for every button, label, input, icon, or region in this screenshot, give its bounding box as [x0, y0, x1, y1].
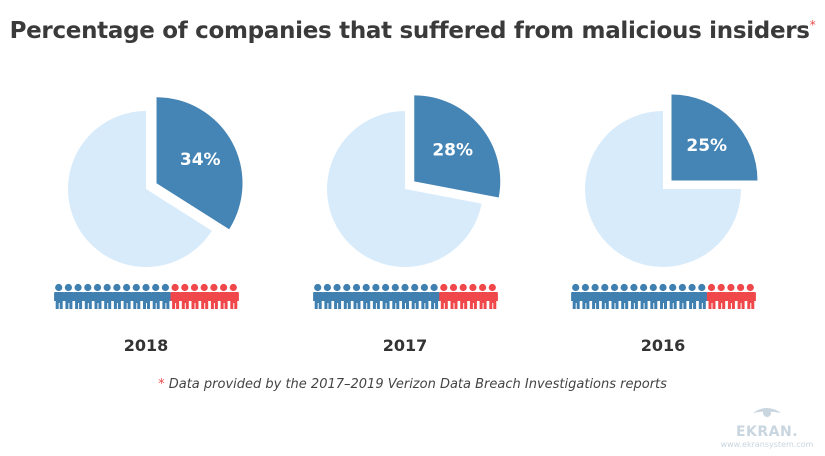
person-icon: [351, 283, 363, 309]
person-icon: [697, 283, 708, 309]
person-icon: [332, 283, 343, 309]
pie-slice-2017: [414, 95, 501, 198]
logo-url: www.ekransystem.com: [720, 440, 814, 449]
person-icon: [706, 283, 718, 309]
person-icon: [687, 283, 698, 309]
person-icon: [209, 283, 220, 309]
person-icon: [112, 283, 123, 309]
person-icon: [381, 283, 392, 309]
person-icon: [448, 283, 460, 309]
person-icon: [639, 283, 650, 309]
person-icon: [439, 283, 450, 309]
person-icon: [458, 283, 469, 309]
person-icon: [419, 283, 430, 309]
person-icon: [63, 283, 74, 309]
person-icon: [54, 283, 65, 309]
person-icon: [619, 283, 630, 309]
pie-slice-2018: [156, 97, 243, 230]
person-icon: [102, 283, 113, 309]
person-icon: [199, 283, 210, 309]
title-text: Percentage of companies that suffered fr…: [9, 18, 810, 44]
person-icon: [478, 283, 489, 309]
pie-rest-slice-2016: [585, 111, 741, 267]
pie-rest-slice-2017: [327, 111, 482, 267]
person-icon: [410, 283, 421, 309]
person-icon: [151, 283, 162, 309]
person-icon: [668, 283, 679, 309]
person-icon: [180, 283, 191, 309]
person-icon: [228, 283, 239, 309]
data-label-2018: 34%: [180, 150, 221, 170]
person-icon: [580, 283, 591, 309]
person-icon: [487, 283, 498, 309]
person-icon: [170, 283, 181, 309]
person-icon: [600, 283, 611, 309]
year-label-2016: 2016: [641, 336, 686, 355]
person-icon: [92, 283, 104, 309]
person-icon: [141, 283, 152, 309]
person-icon: [468, 283, 479, 309]
person-icon: [160, 283, 171, 309]
person-icon: [609, 283, 621, 309]
footnote-marker: *: [158, 377, 165, 392]
year-label-2018: 2018: [124, 336, 169, 355]
person-icon: [658, 283, 669, 309]
person-icon: [677, 283, 688, 309]
logo: EKRAN. www.ekransystem.com: [712, 405, 822, 449]
pie-slice-2016: [671, 94, 758, 181]
person-icon: [629, 283, 640, 309]
person-icon: [390, 283, 401, 309]
chart-title: Percentage of companies that suffered fr…: [0, 18, 825, 44]
footnote: * Data provided by the 2017–2019 Verizon…: [0, 377, 825, 392]
logo-name: EKRAN.: [735, 424, 799, 440]
person-icon: [218, 283, 230, 309]
eye-icon: [753, 408, 781, 417]
person-icon: [371, 283, 382, 309]
year-label-2017: 2017: [383, 336, 428, 355]
person-icon: [429, 283, 440, 309]
person-icon: [322, 283, 333, 309]
person-icon: [571, 283, 582, 309]
person-icon: [73, 283, 84, 309]
title-marker: *: [809, 18, 816, 32]
person-icon: [342, 283, 353, 309]
person-icon: [131, 283, 142, 309]
pie-rest-slice-2018: [68, 111, 212, 267]
data-label-2017: 28%: [432, 141, 473, 161]
person-icon: [648, 283, 659, 309]
person-icon: [361, 283, 372, 309]
footnote-text: Data provided by the 2017–2019 Verizon D…: [168, 377, 667, 392]
person-icon: [400, 283, 411, 309]
person-icon: [726, 283, 737, 309]
person-icon: [590, 283, 601, 309]
person-icon: [736, 283, 747, 309]
person-icon: [121, 283, 133, 309]
data-label-2016: 25%: [686, 136, 727, 156]
person-icon: [313, 283, 324, 309]
person-icon: [716, 283, 727, 309]
person-icon: [189, 283, 201, 309]
person-icon: [83, 283, 94, 309]
person-icon: [745, 283, 756, 309]
